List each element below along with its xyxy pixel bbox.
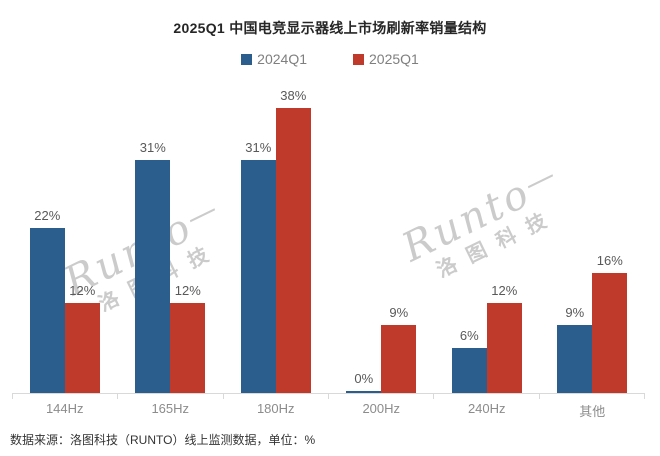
axis-tick-cell	[222, 394, 328, 399]
bar-2025Q1-144Hz	[64, 303, 100, 393]
axis-tick-cell	[327, 394, 433, 399]
bar-2024Q1-其他	[557, 325, 593, 393]
category-label-200Hz: 200Hz	[362, 401, 401, 416]
value-label-2025Q1-240Hz: 12%	[491, 283, 518, 298]
data-source-note: 数据来源：洛图科技（RUNTO）线上监测数据，单位：%	[10, 433, 316, 447]
category-label-180Hz: 180Hz	[256, 401, 295, 416]
value-label-2024Q1-144Hz: 22%	[34, 208, 61, 223]
category-label-144Hz: 144Hz	[45, 401, 84, 416]
bar-with-label: 16%	[592, 253, 628, 393]
bar-2025Q1-180Hz	[275, 108, 311, 393]
bar-with-label: 9%	[557, 305, 593, 393]
bar-2024Q1-144Hz	[29, 228, 65, 393]
bar-with-label: 31%	[135, 140, 171, 393]
value-label-2025Q1-200Hz: 9%	[389, 305, 409, 320]
bar-with-label: 38%	[275, 88, 311, 393]
legend-item-2024Q1: 2024Q1	[241, 51, 307, 67]
value-label-2024Q1-200Hz: 0%	[354, 371, 374, 386]
x-axis	[12, 393, 645, 399]
bar-with-label: 12%	[64, 283, 100, 393]
bar-group-144Hz: 22% 12%	[12, 87, 118, 393]
legend-label: 2024Q1	[257, 51, 307, 67]
value-label-2024Q1-180Hz: 31%	[245, 140, 272, 155]
bar-2024Q1-165Hz	[135, 160, 171, 393]
value-label-2025Q1-144Hz: 12%	[69, 283, 96, 298]
legend-label: 2025Q1	[369, 51, 419, 67]
legend-swatch-icon	[353, 53, 364, 65]
bar-2024Q1-240Hz	[451, 348, 487, 393]
category-label-240Hz: 240Hz	[467, 401, 506, 416]
bar-2024Q1-180Hz	[240, 160, 276, 393]
bar-group-180Hz: 31% 38%	[223, 87, 329, 393]
bar-with-label: 9%	[381, 305, 417, 393]
category-label-165Hz: 165Hz	[151, 401, 190, 416]
value-label-2025Q1-165Hz: 12%	[174, 283, 201, 298]
axis-tick-cell	[117, 394, 222, 399]
bar-chart-plot-area: 22% 12% 31% 12% 31% 38% 0% 9% 6% 12% 9% 16%	[12, 87, 645, 393]
bar-2025Q1-其他	[592, 273, 628, 393]
bar-2024Q1-200Hz	[346, 391, 382, 393]
bar-with-label: 0%	[346, 371, 382, 393]
axis-tick-cell	[538, 394, 645, 399]
bar-2025Q1-200Hz	[381, 325, 417, 393]
axis-tick-cell	[433, 394, 538, 399]
category-labels-row: 144Hz 165Hz 180Hz 200Hz 240Hz 其他	[12, 401, 645, 420]
page-title: 2025Q1 中国电竞显示器线上市场刷新率销量结构	[173, 20, 487, 36]
value-label-2024Q1-240Hz: 6%	[459, 328, 479, 343]
category-label-其他: 其他	[579, 404, 606, 419]
bar-with-label: 22%	[29, 208, 65, 393]
bar-group-165Hz: 31% 12%	[118, 87, 224, 393]
bar-group-240Hz: 6% 12%	[434, 87, 540, 393]
value-label-2025Q1-其他: 16%	[596, 253, 623, 268]
bar-group-200Hz: 0% 9%	[329, 87, 435, 393]
bar-with-label: 6%	[451, 328, 487, 393]
bar-group-其他: 9% 16%	[540, 87, 646, 393]
bar-with-label: 31%	[240, 140, 276, 393]
bar-2025Q1-165Hz	[170, 303, 206, 393]
bar-with-label: 12%	[486, 283, 522, 393]
bar-2025Q1-240Hz	[486, 303, 522, 393]
value-label-2024Q1-其他: 9%	[565, 305, 585, 320]
legend-swatch-icon	[241, 53, 253, 65]
legend: 2024Q1 2025Q1	[0, 51, 660, 67]
bar-with-label: 12%	[170, 283, 206, 393]
value-label-2025Q1-180Hz: 38%	[280, 88, 307, 103]
axis-tick-cell	[12, 394, 117, 399]
value-label-2024Q1-165Hz: 31%	[139, 140, 166, 155]
legend-item-2025Q1: 2025Q1	[353, 51, 419, 67]
